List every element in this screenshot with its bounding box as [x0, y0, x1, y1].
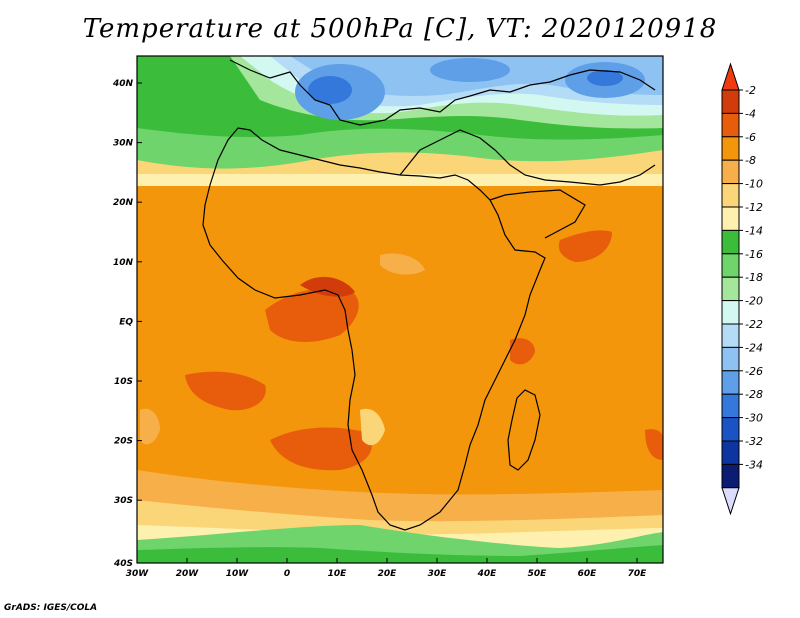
colorbar-label: -24 [745, 341, 763, 354]
colorbar-swatch [721, 370, 740, 395]
colorbar-label: -6 [745, 131, 756, 144]
colorbar-swatch [721, 89, 740, 114]
lat-tick-label: 10N [113, 258, 134, 268]
colorbar-label: -16 [745, 248, 763, 261]
lon-tick-label: 40E [477, 569, 498, 579]
colorbar-swatch [721, 440, 740, 465]
lat-tick-label: 30S [114, 496, 133, 506]
map-frame [136, 55, 664, 564]
colorbar-swatch [721, 323, 740, 348]
colorbar-swatch [721, 229, 740, 255]
colorbar-label: -2 [745, 84, 756, 97]
lat-tick-label: 30N [113, 139, 134, 149]
lon-tick-label: 60E [578, 569, 598, 579]
colorbar-label: -26 [745, 365, 763, 378]
colorbar-label: -28 [745, 388, 763, 401]
colorbar-swatch [721, 206, 740, 231]
colorbar-swatch [721, 136, 740, 161]
lon-tick-label: 30E [428, 569, 448, 579]
colorbar-label: -12 [745, 201, 763, 214]
colorbar-bottom-arrow [721, 487, 740, 516]
longitude-ticks: 30W 20W 10W 0 10E 20E 30E 40E 50E 60E 70E [126, 558, 647, 579]
colorbar-label: -8 [745, 154, 756, 167]
colorbar-swatch [721, 393, 740, 419]
lon-tick-label: 70E [628, 569, 648, 579]
colorbar-swatch [721, 159, 740, 185]
lon-tick-label: 10E [328, 569, 348, 579]
lon-tick-label: 0 [284, 569, 290, 579]
lon-tick-label: 10W [226, 569, 250, 579]
colorbar-swatch [721, 463, 740, 489]
colorbar-top-arrow [721, 62, 740, 91]
map-title: Temperature at 500hPa [C], VT: 202012091… [82, 14, 718, 44]
colorbar-label: -4 [745, 107, 756, 120]
colorbar-label: -18 [745, 271, 763, 284]
colorbar-swatch [721, 112, 740, 138]
lat-tick-label: 20S [114, 437, 133, 447]
lat-tick-label: 10S [114, 377, 133, 387]
colorbar-swatch [721, 417, 740, 442]
lat-tick-label: EQ [119, 317, 133, 327]
colorbar-swatch [721, 276, 740, 302]
colorbar: -2 -4 -6 -8 -10 -12 -14 -16 -18 -20 -22 -24 -26 -28 -3… [721, 62, 763, 516]
coastlines [202, 59, 656, 531]
lat-tick-label: 40S [113, 559, 133, 569]
colorbar-label: -20 [745, 295, 763, 308]
colorbar-label: -14 [745, 224, 763, 237]
colorbar-label: -30 [745, 412, 763, 425]
latitude-ticks: 40N 30N 20N 10N EQ 10S 20S 30S 40S [112, 79, 142, 569]
colorbar-label: -22 [745, 318, 763, 331]
colorbar-label: -32 [745, 435, 763, 448]
footer-credit: GrADS: IGES/COLA [4, 603, 98, 613]
colorbar-label: -10 [745, 178, 763, 191]
lat-tick-label: 20N [113, 198, 134, 208]
lon-tick-label: 50E [528, 569, 548, 579]
colorbar-swatch [721, 253, 740, 278]
colorbar-swatch [721, 183, 740, 208]
colorbar-swatch [721, 346, 740, 372]
lat-tick-label: 40N [112, 79, 134, 89]
lon-tick-label: 30W [126, 569, 150, 579]
colorbar-swatch [721, 300, 740, 325]
lon-tick-label: 20E [378, 569, 398, 579]
temperature-field [137, 56, 663, 563]
colorbar-label: -34 [745, 458, 763, 471]
lon-tick-label: 20W [176, 569, 200, 579]
